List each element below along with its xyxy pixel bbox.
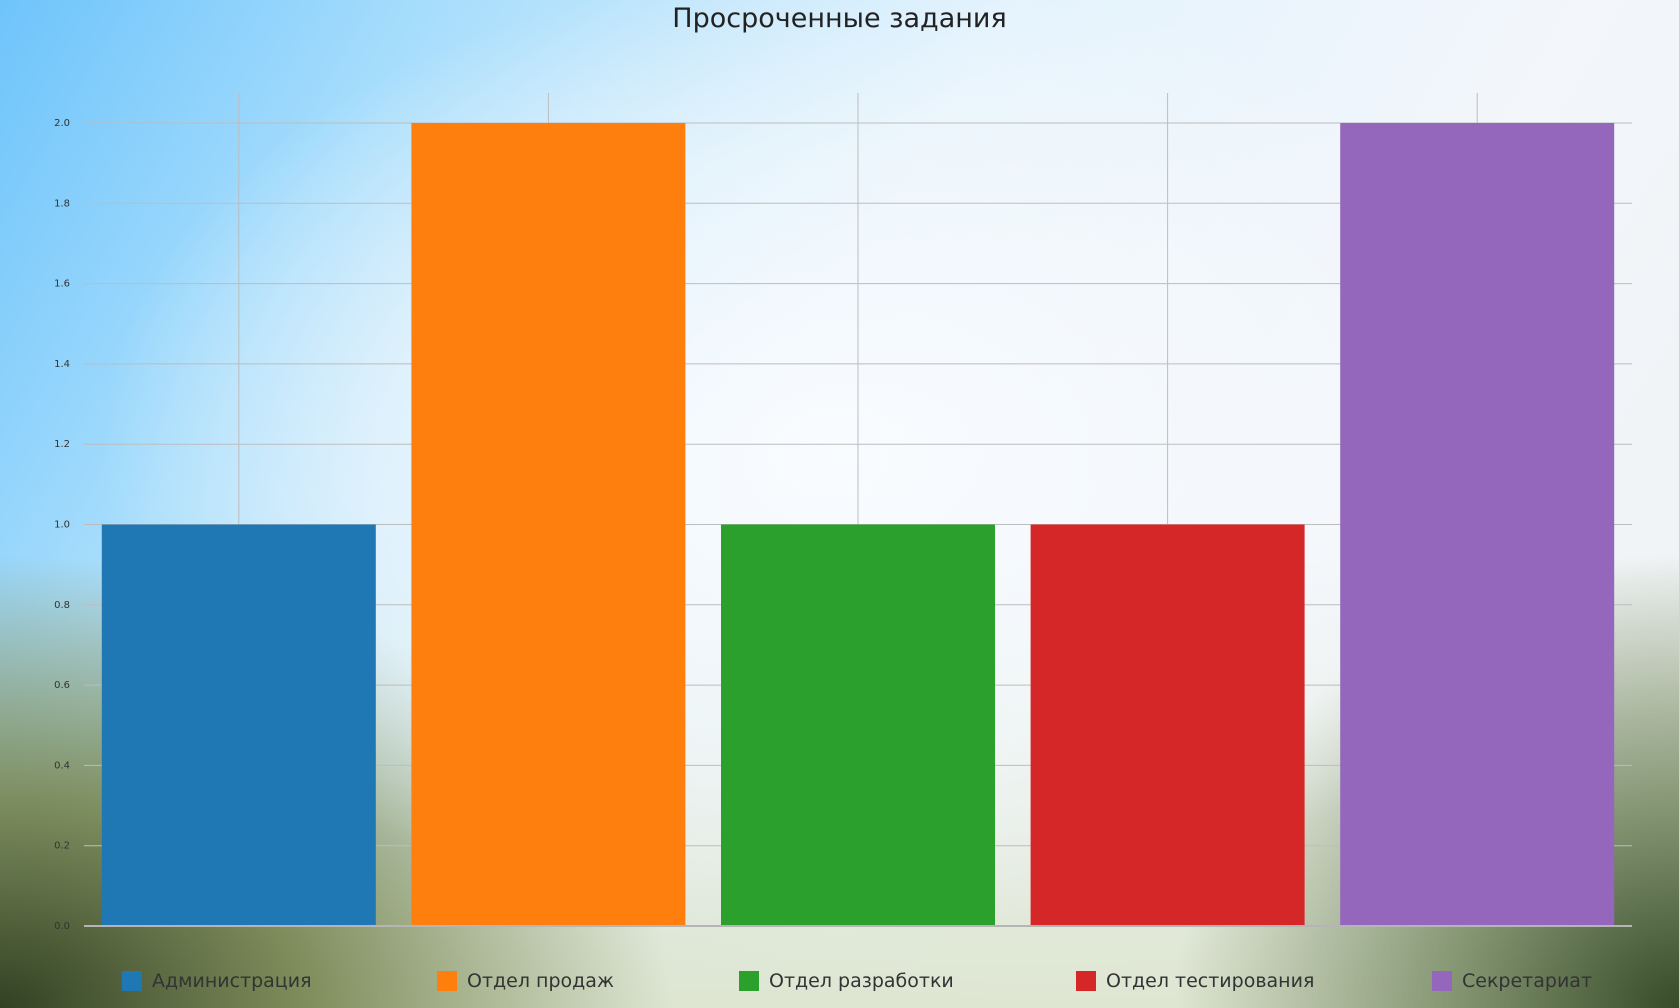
y-tick-label: 0.4: [54, 760, 70, 771]
y-tick-label: 0.6: [54, 680, 70, 691]
y-tick-label: 1.0: [54, 520, 70, 531]
y-tick-label: 1.2: [54, 439, 70, 450]
legend-swatch: [122, 971, 142, 991]
legend-item[interactable]: Отдел разработки: [739, 970, 954, 992]
bar-2: [411, 123, 686, 925]
chart-title: Просроченные задания: [672, 3, 1007, 34]
bar-1: [101, 524, 376, 925]
legend-item[interactable]: Администрация: [122, 970, 312, 992]
y-tick-label: 2.0: [54, 118, 70, 129]
legend-swatch: [437, 971, 457, 991]
legend-label: Отдел тестирования: [1106, 970, 1315, 992]
legend-item[interactable]: Секретариат: [1432, 970, 1592, 992]
y-tick-label: 0.8: [54, 600, 70, 611]
y-tick-label: 1.6: [54, 279, 70, 290]
y-tick-label: 0.2: [54, 841, 70, 852]
bar-4: [1030, 524, 1305, 925]
bar-5: [1340, 123, 1615, 925]
legend-swatch: [739, 971, 759, 991]
legend-label: Секретариат: [1462, 970, 1593, 992]
y-tick-label: 1.4: [54, 359, 70, 370]
legend-item[interactable]: Отдел тестирования: [1076, 970, 1314, 992]
legend-item[interactable]: Отдел продаж: [437, 970, 614, 992]
legend-swatch: [1076, 971, 1096, 991]
y-tick-label: 1.8: [54, 198, 70, 209]
legend-label: Отдел разработки: [769, 970, 954, 992]
y-tick-label: 0.0: [54, 921, 70, 932]
legend: Администрация Отдел продаж Отдел разработк…: [0, 970, 1679, 1000]
legend-label: Отдел продаж: [467, 970, 615, 992]
legend-swatch: [1432, 971, 1452, 991]
legend-label: Администрация: [152, 970, 312, 992]
bar-3: [721, 524, 995, 925]
